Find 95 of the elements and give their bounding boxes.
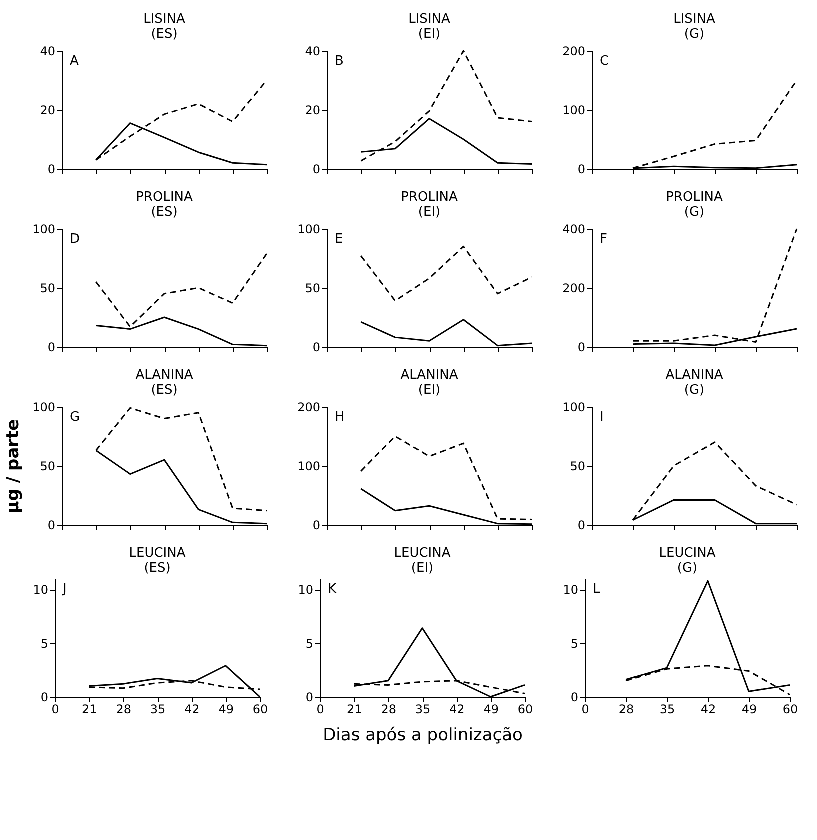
annotation: L bbox=[593, 582, 601, 597]
y-tick-label: 5 bbox=[570, 636, 578, 651]
y-tick-label: 0 bbox=[40, 690, 48, 704]
y-tick-label: 0 bbox=[312, 518, 320, 532]
y-tick-label: 0 bbox=[578, 518, 586, 532]
y-tick-label: 40 bbox=[305, 44, 320, 58]
x-tick-label: 60 bbox=[518, 702, 534, 716]
y-tick-label: 100 bbox=[298, 460, 320, 474]
chart-subtitle: (ES) bbox=[151, 205, 178, 220]
chart-title: LEUCINA bbox=[659, 546, 716, 561]
y-tick-label: 5 bbox=[306, 636, 314, 651]
annotation: H bbox=[335, 410, 345, 425]
annotation: J bbox=[62, 582, 67, 597]
x-tick-label: 42 bbox=[450, 702, 465, 716]
x-tick-label: 49 bbox=[742, 702, 758, 716]
x-tick-label: 35 bbox=[415, 702, 431, 716]
y-tick-label: 400 bbox=[562, 222, 586, 236]
chart-subtitle: (G) bbox=[684, 205, 705, 220]
chart-title: PROLINA bbox=[666, 190, 723, 205]
annotation: C bbox=[600, 54, 610, 69]
chart-subtitle: (EI) bbox=[411, 561, 434, 576]
y-tick-label: 0 bbox=[578, 162, 586, 176]
annotation: K bbox=[328, 582, 337, 597]
x-tick-label: 35 bbox=[660, 702, 676, 716]
y-tick-label: 10 bbox=[563, 583, 578, 598]
chart-subtitle: (G) bbox=[677, 561, 698, 576]
y-tick-label: 50 bbox=[570, 460, 586, 474]
y-tick-label: 200 bbox=[562, 44, 586, 58]
x-tick-label: 42 bbox=[184, 702, 200, 716]
line-series bbox=[360, 50, 533, 162]
chart-subtitle: (G) bbox=[684, 27, 705, 42]
annotation: E bbox=[335, 232, 344, 247]
y-tick-label: 50 bbox=[305, 282, 320, 296]
annotation: D bbox=[70, 232, 80, 247]
x-tick-label: 28 bbox=[116, 702, 132, 716]
y-tick-label: 0 bbox=[48, 162, 56, 176]
x-tick-label: 28 bbox=[381, 702, 396, 716]
y-tick-label: 0 bbox=[48, 340, 56, 354]
y-tick-label: 10 bbox=[33, 583, 48, 598]
annotation: G bbox=[70, 410, 80, 425]
chart-title: LISINA bbox=[144, 12, 186, 27]
y-tick-label: 100 bbox=[32, 222, 56, 236]
x-axis-title: Dias após a polinização bbox=[323, 726, 523, 746]
chart-title: LEUCINA bbox=[394, 546, 451, 561]
chart-title: PROLINA bbox=[401, 190, 458, 205]
y-tick-label: 10 bbox=[298, 583, 314, 598]
y-tick-label: 0 bbox=[570, 690, 578, 704]
line-series bbox=[360, 436, 533, 520]
y-tick-label: 20 bbox=[305, 104, 320, 118]
x-tick-label: 49 bbox=[484, 702, 499, 716]
y-tick-label: 50 bbox=[40, 282, 56, 296]
y-tick-label: 200 bbox=[298, 400, 320, 414]
chart-subtitle: (ES) bbox=[151, 383, 178, 398]
x-tick-label: 21 bbox=[82, 702, 98, 716]
x-tick-label: 49 bbox=[218, 702, 234, 716]
y-tick-label: 40 bbox=[40, 44, 56, 58]
x-tick-label: 35 bbox=[150, 702, 166, 716]
annotation: B bbox=[335, 54, 344, 69]
y-tick-label: 0 bbox=[306, 690, 314, 704]
chart-title: LISINA bbox=[408, 12, 450, 27]
y-tick-label: 100 bbox=[562, 400, 586, 414]
x-tick-label: 21 bbox=[347, 702, 362, 716]
line-series bbox=[360, 246, 533, 302]
chart-title: PROLINA bbox=[136, 190, 193, 205]
y-tick-label: 0 bbox=[312, 340, 320, 354]
chart-subtitle: (ES) bbox=[151, 27, 178, 42]
y-tick-label: 100 bbox=[32, 400, 56, 414]
y-axis-title: µg / parte bbox=[4, 419, 24, 514]
line-series bbox=[632, 228, 798, 344]
x-tick-label: 42 bbox=[700, 702, 716, 716]
chart-title: ALANINA bbox=[400, 368, 458, 383]
chart-title: ALANINA bbox=[136, 368, 194, 383]
chart-subtitle: (G) bbox=[684, 383, 705, 398]
y-tick-label: 0 bbox=[48, 518, 56, 532]
chart-subtitle: (EI) bbox=[418, 27, 441, 42]
y-tick-label: 200 bbox=[562, 282, 586, 296]
y-tick-label: 50 bbox=[40, 460, 56, 474]
annotation: I bbox=[600, 410, 604, 425]
chart-subtitle: (ES) bbox=[144, 561, 171, 576]
x-tick-label: 60 bbox=[252, 702, 268, 716]
y-tick-label: 0 bbox=[312, 162, 320, 176]
y-tick-label: 100 bbox=[562, 104, 586, 118]
chart-title: LISINA bbox=[674, 12, 716, 27]
x-tick-label: 60 bbox=[782, 702, 798, 716]
y-tick-label: 5 bbox=[40, 636, 48, 651]
chart-subtitle: (EI) bbox=[418, 205, 441, 220]
y-tick-label: 20 bbox=[40, 104, 56, 118]
x-tick-label: 28 bbox=[618, 702, 634, 716]
y-tick-label: 0 bbox=[578, 340, 586, 354]
chart-title: ALANINA bbox=[666, 368, 724, 383]
annotation: F bbox=[600, 232, 608, 247]
chart-subtitle: (EI) bbox=[418, 383, 441, 398]
y-tick-label: 100 bbox=[298, 222, 320, 236]
chart-title: LEUCINA bbox=[129, 546, 186, 561]
annotation: A bbox=[70, 54, 79, 69]
